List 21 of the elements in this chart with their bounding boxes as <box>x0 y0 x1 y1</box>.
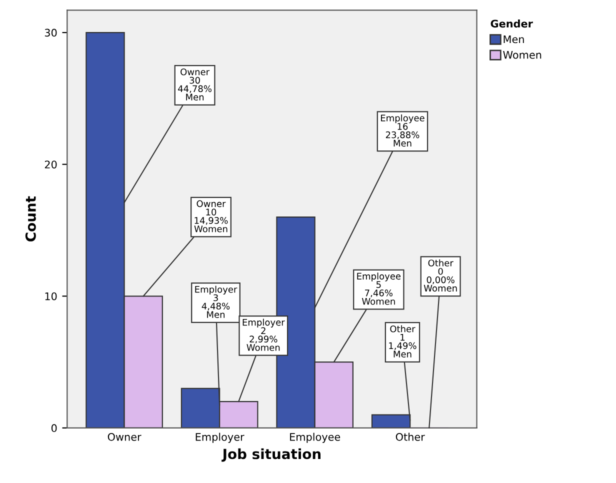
data-label: Employee 5 7,46% Women <box>357 272 401 305</box>
x-axis-title: Job situation <box>222 448 320 462</box>
y-tick-label: 10 <box>45 292 57 300</box>
legend-label: Men <box>504 35 524 44</box>
x-tick-label: Owner <box>108 432 142 441</box>
data-label: Owner 10 14,93% Women <box>194 200 228 232</box>
data-label: Other 1 1,49% Men <box>389 325 416 358</box>
y-tick-label: 0 <box>51 424 57 432</box>
x-tick-label: Employee <box>290 432 340 443</box>
data-label: Employer 3 4,48% Men <box>195 286 238 318</box>
legend-title: Gender <box>490 20 533 28</box>
legend-label: Women <box>503 51 542 59</box>
y-axis-title: Count <box>25 196 36 242</box>
x-tick-label: Other <box>396 432 425 441</box>
y-tick-label: 30 <box>44 28 57 37</box>
data-label: Employer 2 2,99% Women <box>242 318 285 351</box>
data-label: Owner 30 44,78% Men <box>178 68 212 100</box>
x-tick-label: Employer <box>196 432 244 443</box>
data-label: Employee 16 23,88% Men <box>381 114 424 147</box>
y-tick-label: 20 <box>44 160 57 168</box>
data-label: Other 0 0,00% Women <box>424 259 457 292</box>
